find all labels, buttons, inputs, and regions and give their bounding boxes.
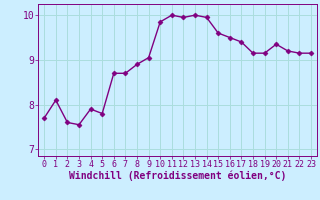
X-axis label: Windchill (Refroidissement éolien,°C): Windchill (Refroidissement éolien,°C) xyxy=(69,171,286,181)
